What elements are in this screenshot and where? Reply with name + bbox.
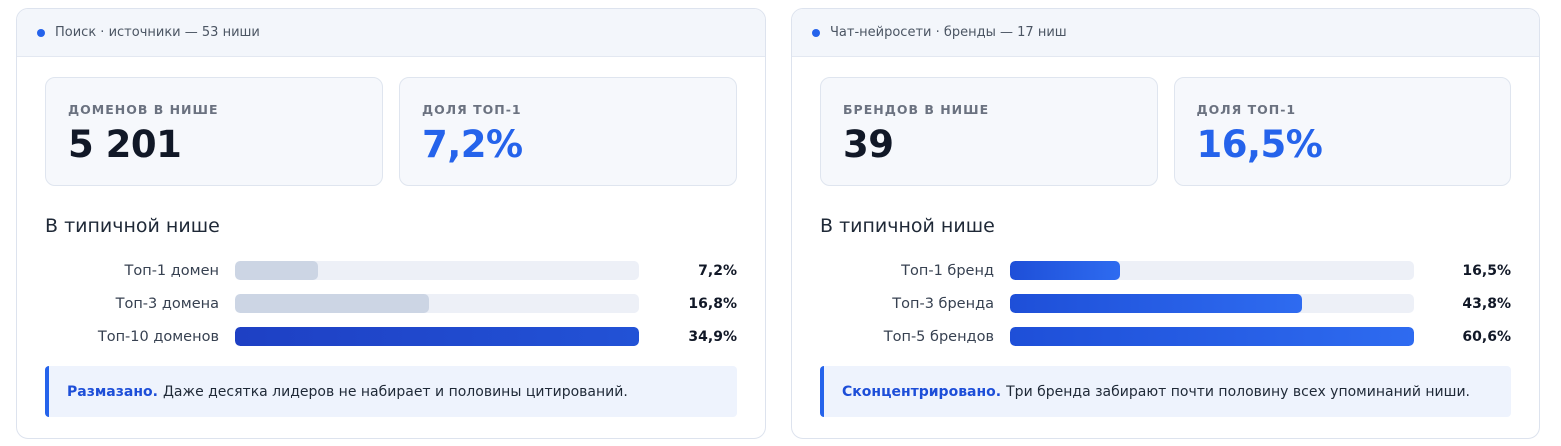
stat-card-top1-share: ДОЛЯ ТОП-1 7,2% [399, 77, 737, 186]
bar-row: Топ-1 домен 7,2% [45, 254, 737, 287]
bar-fill [235, 294, 429, 313]
panel-search-sources: Поиск · источники — 53 ниши ДОМЕНОВ В НИ… [16, 8, 766, 439]
stat-value: 5 201 [68, 123, 182, 166]
bar-track [235, 294, 639, 313]
stat-label: ДОЛЯ ТОП-1 [1196, 102, 1297, 117]
stat-cards: БРЕНДОВ В НИШЕ 39 ДОЛЯ ТОП-1 16,5% [820, 77, 1511, 186]
bar-row: Топ-10 доменов 34,9% [45, 320, 737, 353]
bar-fill [235, 261, 319, 280]
bullet-dot-icon [37, 28, 45, 37]
stat-card-brands: БРЕНДОВ В НИШЕ 39 [820, 77, 1158, 186]
bar-label: Топ-10 доменов [97, 328, 219, 345]
bar-fill [1010, 261, 1120, 280]
bullet-dot-icon [812, 28, 820, 37]
bar-track [235, 327, 639, 346]
bar-value: 43,8% [1462, 295, 1511, 312]
callout-text: Три бренда забирают почти половину всех … [1006, 383, 1470, 400]
callout-note: Размазано. Даже десятка лидеров не набир… [45, 366, 737, 417]
callout-note: Сконцентрировано. Три бренда забирают по… [820, 366, 1511, 417]
panel-header: Поиск · источники — 53 ниши [17, 9, 765, 57]
bar-fill [1010, 327, 1414, 346]
stat-card-domains: ДОМЕНОВ В НИШЕ 5 201 [45, 77, 383, 186]
bar-value: 16,5% [1462, 262, 1511, 279]
bar-track [1010, 261, 1414, 280]
bar-fill [1010, 294, 1302, 313]
section-title: В типичной нише [820, 215, 995, 237]
bar-track [235, 261, 639, 280]
bar-rows: Топ-1 домен 7,2% Топ-3 домена 16,8% Топ-… [45, 254, 737, 353]
callout-strong: Размазано. [67, 383, 158, 400]
bar-track [1010, 327, 1414, 346]
bar-value: 34,9% [688, 328, 737, 345]
section-title: В типичной нише [45, 215, 220, 237]
panel-header-title: Чат-нейросети · бренды — 17 ниш [830, 25, 1067, 40]
stat-value: 7,2% [422, 123, 523, 166]
stat-label: ДОЛЯ ТОП-1 [422, 102, 522, 117]
bar-row: Топ-3 домена 16,8% [45, 287, 737, 320]
stat-card-top1-share: ДОЛЯ ТОП-1 16,5% [1173, 77, 1511, 186]
bar-track [1010, 294, 1414, 313]
bar-label: Топ-1 бренд [901, 262, 994, 279]
bar-row: Топ-5 брендов 60,6% [820, 320, 1511, 353]
stat-label: БРЕНДОВ В НИШЕ [843, 102, 990, 117]
bar-value: 60,6% [1462, 328, 1511, 345]
stat-value: 16,5% [1196, 123, 1323, 166]
bar-row: Топ-3 бренда 43,8% [820, 287, 1511, 320]
bar-value: 7,2% [698, 262, 737, 279]
bar-label: Топ-5 брендов [883, 328, 994, 345]
bar-rows: Топ-1 бренд 16,5% Топ-3 бренда 43,8% Топ… [820, 254, 1511, 353]
stat-value: 39 [843, 123, 894, 166]
bar-value: 16,8% [688, 295, 737, 312]
stat-cards: ДОМЕНОВ В НИШЕ 5 201 ДОЛЯ ТОП-1 7,2% [45, 77, 737, 186]
panel-header: Чат-нейросети · бренды — 17 ниш [792, 9, 1539, 57]
callout-text: Даже десятка лидеров не набирает и полов… [162, 383, 628, 400]
panel-header-title: Поиск · источники — 53 ниши [55, 25, 260, 40]
bar-fill [235, 327, 639, 346]
panel-chat-brands: Чат-нейросети · бренды — 17 ниш БРЕНДОВ … [791, 8, 1540, 439]
bar-label: Топ-1 домен [124, 262, 219, 279]
bar-row: Топ-1 бренд 16,5% [820, 254, 1511, 287]
stat-label: ДОМЕНОВ В НИШЕ [68, 102, 219, 117]
bar-label: Топ-3 бренда [892, 295, 994, 312]
bar-label: Топ-3 домена [115, 295, 219, 312]
callout-strong: Сконцентрировано. [842, 383, 1002, 400]
